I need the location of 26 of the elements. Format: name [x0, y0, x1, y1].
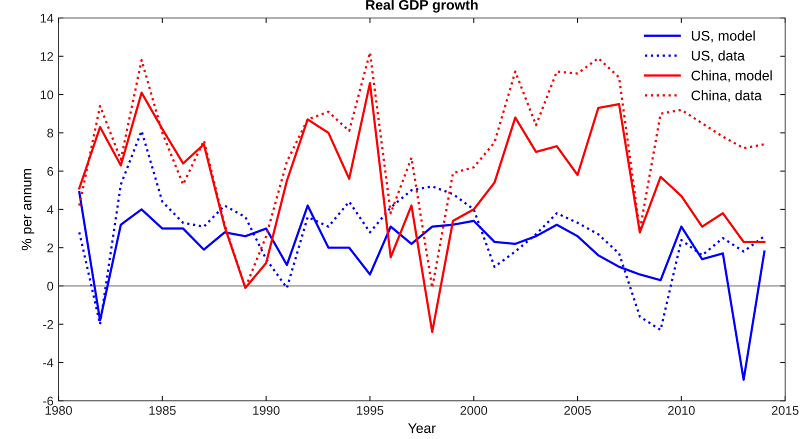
x-tick-label: 2000	[460, 406, 488, 415]
legend-label: China, model	[692, 70, 772, 82]
x-tick-label: 2005	[564, 406, 591, 415]
legend-label: US, data	[692, 50, 745, 62]
y-tick-label: 8	[47, 128, 54, 138]
y-tick-label: 4	[47, 205, 54, 214]
y-tick-label: -6	[43, 396, 54, 406]
x-axis-title: Year	[408, 423, 436, 434]
x-tick-label: 2015	[772, 406, 799, 415]
chart-title: Real GDP growth	[366, 0, 478, 13]
x-tick-label: 1990	[253, 406, 280, 415]
y-tick-label: 0	[47, 282, 54, 291]
x-tick-label: 1980	[46, 406, 72, 415]
y-tick-label: -4	[43, 358, 54, 368]
y-tick-label: 6	[47, 166, 54, 176]
x-tick-label: 2010	[668, 406, 695, 415]
y-tick-label: 2	[47, 243, 54, 252]
y-axis-title: % per annum	[22, 169, 34, 250]
y-tick-label: 10	[40, 90, 54, 100]
y-tick-label: -2	[43, 320, 54, 329]
x-tick-label: 1995	[357, 406, 384, 415]
y-tick-label: 12	[40, 52, 54, 61]
legend-label: China, data	[692, 90, 762, 102]
legend-label: US, model	[692, 30, 755, 42]
x-tick-label: 1985	[149, 406, 176, 415]
y-tick-label: 14	[40, 14, 54, 23]
